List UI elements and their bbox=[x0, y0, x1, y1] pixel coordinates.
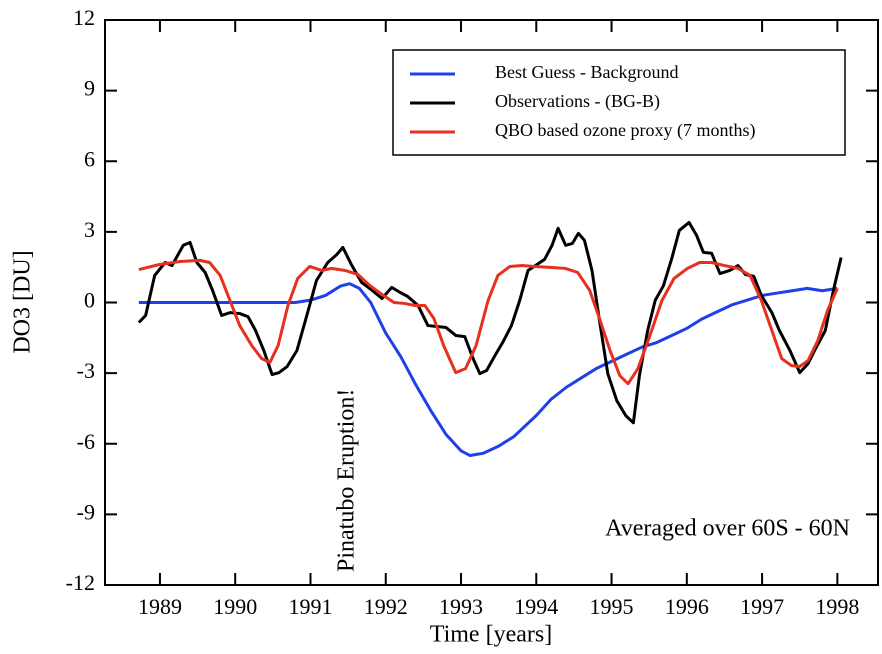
y-tick-label: 0 bbox=[84, 288, 95, 313]
y-tick-label: 12 bbox=[73, 5, 95, 30]
data-line bbox=[137, 220, 843, 425]
legend: Best Guess - Background Observations - (B… bbox=[392, 49, 846, 156]
x-axis-label: Time [years] bbox=[430, 622, 552, 648]
legend-label: Observations - (BG-B) bbox=[495, 91, 660, 112]
y-tick-label: 3 bbox=[84, 217, 95, 242]
x-tick-label: 1997 bbox=[740, 594, 784, 619]
x-tick-label: 1998 bbox=[815, 594, 859, 619]
x-tick-label: 1993 bbox=[439, 594, 483, 619]
legend-label: Best Guess - Background bbox=[495, 62, 678, 82]
annotation: Averaged over 60S - 60N bbox=[605, 516, 850, 542]
annotation: Pinatubo Eruption! bbox=[334, 389, 360, 572]
y-tick-label: -9 bbox=[77, 499, 95, 524]
x-tick-label: 1989 bbox=[138, 594, 182, 619]
x-tick-label: 1994 bbox=[514, 594, 558, 619]
legend-label: QBO based ozone proxy (7 months) bbox=[495, 120, 755, 141]
y-tick-label: -3 bbox=[77, 358, 95, 383]
data-line bbox=[138, 282, 838, 458]
y-tick-label: -12 bbox=[66, 570, 95, 595]
x-tick-label: 1990 bbox=[213, 594, 257, 619]
x-tick-label: 1995 bbox=[590, 594, 634, 619]
y-tick-label: -6 bbox=[77, 429, 95, 454]
x-tick-label: 1992 bbox=[364, 594, 408, 619]
data-line bbox=[138, 258, 839, 386]
y-tick-label: 6 bbox=[84, 146, 95, 171]
y-tick-label: 9 bbox=[84, 76, 95, 101]
legend-box bbox=[392, 49, 846, 156]
x-tick-label: 1996 bbox=[665, 594, 709, 619]
y-axis-label: DO3 [DU] bbox=[10, 250, 36, 353]
x-tick-label: 1991 bbox=[288, 594, 332, 619]
